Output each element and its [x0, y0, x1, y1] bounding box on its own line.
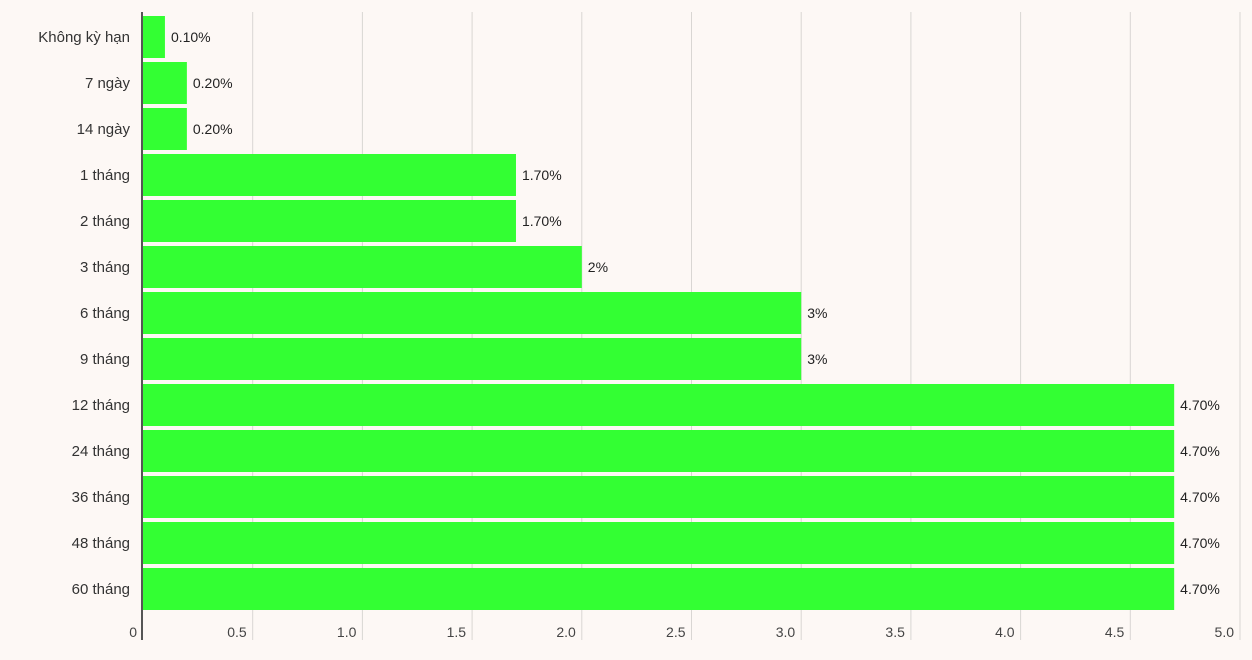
value-labels: 0.10% 0.20% 0.20% 1.70% 1.70% 2% 3% 3% 4.70% 4.70… [171, 29, 1220, 597]
value-label: 0.20% [193, 75, 233, 91]
category-label: 1 tháng [80, 167, 130, 184]
x-tick-label: 0 [129, 624, 137, 640]
bar [143, 62, 187, 104]
bar [143, 338, 802, 380]
category-label: 36 tháng [72, 489, 130, 506]
category-label: 2 tháng [80, 213, 130, 230]
value-label: 4.70% [1180, 397, 1220, 413]
value-label: 3% [807, 305, 827, 321]
bar [143, 430, 1175, 472]
category-label: 9 tháng [80, 351, 130, 368]
value-label: 0.20% [193, 121, 233, 137]
bar [143, 522, 1175, 564]
value-label: 4.70% [1180, 489, 1220, 505]
value-label: 1.70% [522, 167, 562, 183]
category-label: Không kỳ hạn [38, 29, 130, 46]
category-label: 12 tháng [72, 397, 130, 414]
category-label: 60 tháng [72, 581, 130, 598]
value-label: 2% [588, 259, 608, 275]
x-tick-label: 2.0 [556, 624, 576, 640]
category-labels: Không kỳ hạn 7 ngày 14 ngày 1 tháng 2 tháng 3… [38, 29, 130, 598]
value-label: 0.10% [171, 29, 211, 45]
x-tick-label: 1.5 [447, 624, 467, 640]
bar [143, 384, 1175, 426]
x-tick-label: 0.5 [227, 624, 247, 640]
bars [143, 16, 1175, 610]
x-tick-label: 2.5 [666, 624, 686, 640]
bar [143, 16, 165, 58]
category-label: 14 ngày [77, 121, 131, 138]
category-label: 6 tháng [80, 305, 130, 322]
x-tick-label: 3.0 [776, 624, 796, 640]
x-tick-label: 5.0 [1215, 624, 1235, 640]
bar [143, 200, 516, 242]
value-label: 4.70% [1180, 535, 1220, 551]
x-axis-ticks: 0 0.5 1.0 1.5 2.0 2.5 3.0 3.5 4.0 4.5 5.0 [129, 624, 1234, 640]
x-tick-label: 4.0 [995, 624, 1015, 640]
bar [143, 246, 582, 288]
bar [143, 476, 1175, 518]
bar [143, 154, 516, 196]
bar [143, 108, 187, 150]
value-label: 4.70% [1180, 581, 1220, 597]
category-label: 48 tháng [72, 535, 130, 552]
category-label: 7 ngày [85, 75, 131, 92]
x-tick-label: 3.5 [885, 624, 905, 640]
category-label: 3 tháng [80, 259, 130, 276]
bar [143, 568, 1175, 610]
x-tick-label: 1.0 [337, 624, 357, 640]
x-tick-label: 4.5 [1105, 624, 1125, 640]
value-label: 3% [807, 351, 827, 367]
bar [143, 292, 802, 334]
category-label: 24 tháng [72, 443, 130, 460]
value-label: 4.70% [1180, 443, 1220, 459]
value-label: 1.70% [522, 213, 562, 229]
